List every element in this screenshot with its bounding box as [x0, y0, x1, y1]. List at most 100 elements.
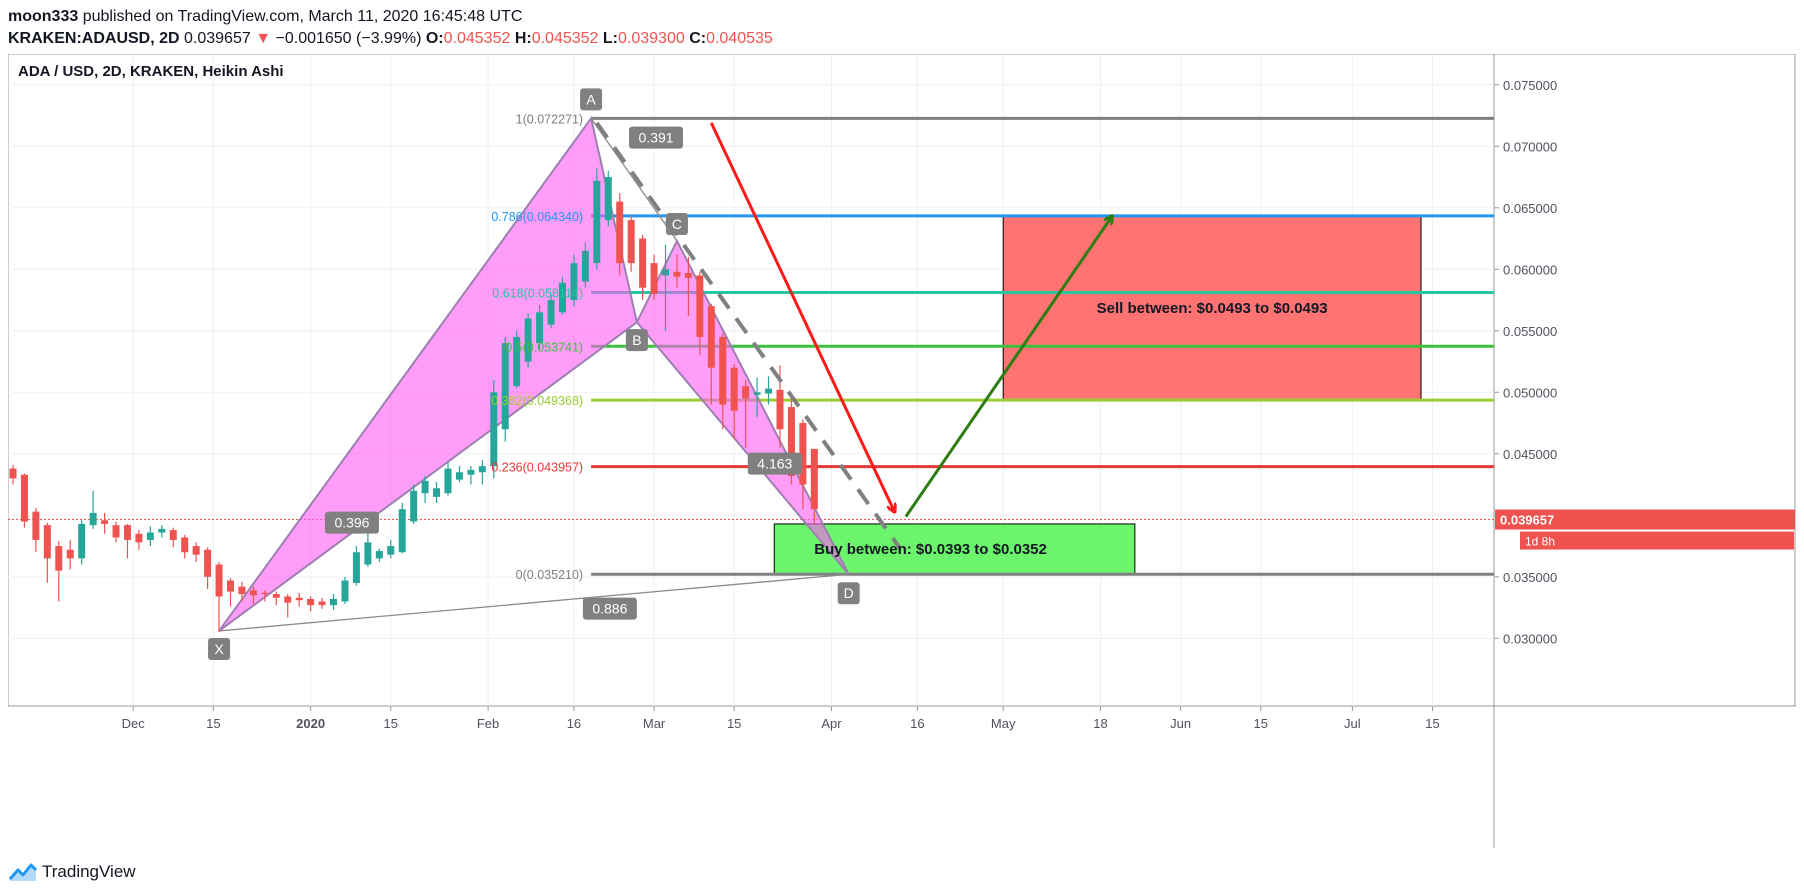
candle-bullish: [558, 282, 566, 313]
y-tick-label: 0.030000: [1503, 631, 1557, 646]
x-tick-label: Jun: [1170, 716, 1191, 731]
candle-bullish: [444, 468, 452, 494]
y-tick-label: 0.075000: [1503, 78, 1557, 93]
candle-bearish: [650, 263, 658, 294]
symbol-info: KRAKEN:ADAUSD, 2D 0.039657 ▼ −0.001650 (…: [8, 28, 1788, 50]
candle-bullish: [581, 250, 589, 282]
publish-info: moon333 published on TradingView.com, Ma…: [8, 6, 1788, 28]
candle-bearish: [719, 336, 727, 405]
price-chart[interactable]: 0.075000 0.070000 0.065000 0.060000 0.055000…: [8, 54, 1796, 848]
fib-level-label: 1(0.072271): [516, 112, 583, 126]
candle-bearish: [101, 520, 109, 524]
candle-bullish: [421, 480, 429, 494]
candle-bearish: [169, 530, 177, 540]
candle-bearish: [135, 533, 143, 543]
red-down-arrow: [709, 122, 894, 512]
candle-bearish: [730, 367, 738, 411]
candle-bullish: [455, 472, 463, 480]
svg-text:A: A: [586, 91, 596, 107]
y-tick-label: 0.035000: [1503, 570, 1557, 585]
fib-level-label: 0.618(0.058114): [492, 286, 583, 300]
author-name[interactable]: moon333: [8, 8, 79, 25]
fib-level-label: 0.382(0.049368): [491, 394, 583, 408]
low-value: 0.039300: [618, 30, 685, 47]
candle-bullish: [478, 466, 486, 473]
candle-bearish: [616, 201, 624, 264]
fib-level-label: 0(0.035210): [516, 568, 583, 582]
x-tick-label: Mar: [643, 716, 666, 731]
candle-bearish: [55, 546, 63, 571]
harmonic-xd-line: [218, 573, 849, 632]
high-value: 0.045352: [531, 30, 599, 47]
candle-bullish: [375, 550, 383, 559]
sell-zone-box: [1002, 215, 1422, 401]
plot-frame: [8, 54, 1796, 707]
candle-bullish: [433, 488, 441, 497]
published-text: published on TradingView.com, March 11, …: [82, 8, 523, 25]
current-price-tag: 0.039657: [1495, 509, 1795, 530]
ratio-label: 0.396: [324, 511, 379, 534]
candle-bullish: [364, 542, 372, 565]
candle-bearish: [181, 537, 189, 553]
chart-header: moon333 published on TradingView.com, Ma…: [8, 6, 1788, 50]
candle-bullish: [341, 580, 349, 602]
candle-bullish: [89, 512, 97, 526]
candle-bullish: [536, 312, 544, 344]
candle-bearish: [20, 474, 28, 522]
tradingview-brand[interactable]: TradingView: [42, 862, 136, 881]
close-label: C:: [689, 30, 707, 47]
candle-bearish: [639, 238, 647, 288]
x-tick-label: 15: [1425, 716, 1439, 731]
ratio-label: 4.163: [747, 452, 802, 475]
candle-bearish: [66, 549, 74, 559]
sell-zone-label: Sell between: $0.0493 to $0.0493: [1097, 300, 1328, 317]
x-tick-label: Jul: [1344, 716, 1361, 731]
buy-zone-label: Buy between: $0.0393 to $0.0352: [814, 541, 1047, 558]
fib-level-label: 0.5(0.053741): [505, 340, 583, 354]
candle-bearish: [673, 271, 681, 277]
x-tick-label: 18: [1093, 716, 1107, 731]
candle-bearish: [307, 598, 315, 606]
price-change: −0.001650 (−3.99%): [275, 30, 422, 47]
svg-text:0.886: 0.886: [592, 601, 627, 617]
candle-bearish: [787, 407, 795, 476]
candle-bearish: [742, 386, 750, 399]
open-label: O:: [425, 30, 444, 47]
candle-bearish: [627, 220, 635, 264]
tradingview-logo-icon[interactable]: [8, 862, 38, 882]
x-tick-label: 15: [727, 716, 741, 731]
svg-text:4.163: 4.163: [757, 456, 792, 472]
down-arrow-icon: ▼: [255, 30, 272, 47]
candle-bearish: [272, 594, 280, 598]
candle-bullish: [330, 598, 338, 606]
candle-bearish: [123, 525, 131, 540]
candle-bullish: [570, 263, 578, 301]
candle-bearish: [707, 306, 715, 368]
candle-bearish: [295, 597, 303, 601]
candle-bearish: [112, 525, 120, 538]
candle-bearish: [204, 549, 212, 577]
x-tick-label: Dec: [122, 716, 146, 731]
high-label: H:: [514, 30, 532, 47]
footer: TradingView: [8, 858, 136, 886]
candle-bearish: [43, 525, 51, 559]
candle-bullish: [398, 509, 406, 553]
svg-text:X: X: [214, 641, 224, 657]
countdown-tag: 1d 8h: [1520, 531, 1794, 550]
y-tick-label: 0.055000: [1503, 324, 1557, 339]
x-tick-label: 15: [206, 716, 220, 731]
x-tick-label: 15: [384, 716, 398, 731]
low-label: L:: [602, 30, 618, 47]
x-tick-label: 16: [910, 716, 924, 731]
y-tick-label: 0.050000: [1503, 385, 1557, 400]
x-tick-label: 2020: [296, 716, 325, 731]
candle-bearish: [9, 468, 17, 479]
chart-area[interactable]: 0.075000 0.070000 0.065000 0.060000 0.055000…: [8, 54, 1796, 848]
x-tick-label: 16: [567, 716, 581, 731]
svg-text:D: D: [844, 585, 854, 601]
candle-bearish: [696, 275, 704, 337]
fib-level-label: 0.236(0.043957): [491, 461, 583, 475]
candle-bearish: [810, 448, 818, 510]
open-value: 0.045352: [443, 30, 511, 47]
candle-bearish: [32, 511, 40, 540]
